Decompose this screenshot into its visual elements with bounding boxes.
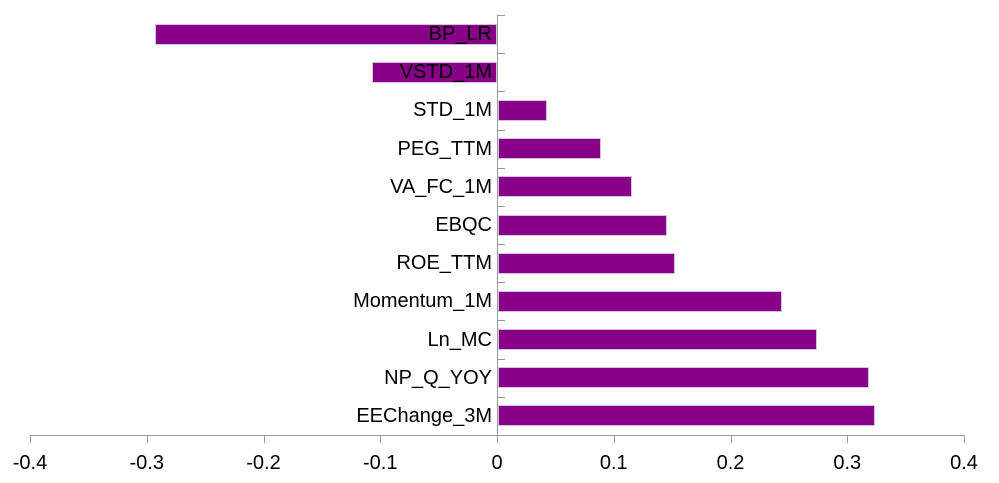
x-axis-tick-label: 0.2 [716, 452, 745, 474]
category-axis-tick [497, 320, 505, 321]
x-axis-tick [147, 435, 148, 443]
category-axis-tick [497, 359, 505, 360]
bar-EEChange_3M [498, 405, 875, 426]
bar-STD_1M [498, 100, 547, 121]
category-label: STD_1M [413, 99, 492, 121]
x-axis-tick-label: 0.4 [950, 452, 978, 474]
category-axis-tick [497, 282, 505, 283]
category-label: BP_LR [428, 23, 492, 45]
category-axis-tick [497, 206, 505, 207]
category-label: EEChange_3M [356, 405, 492, 427]
bar-VA_FC_1M [498, 176, 632, 197]
bar-Momentum_1M [498, 291, 782, 312]
x-axis-tick [264, 435, 265, 443]
category-axis-tick [497, 130, 505, 131]
category-axis-tick [497, 397, 505, 398]
category-label: Momentum_1M [353, 290, 492, 312]
category-label: Ln_MC [427, 329, 492, 351]
category-label: PEG_TTM [397, 138, 492, 160]
x-axis-tick-label: -0.1 [363, 452, 398, 474]
x-axis-tick-label: 0.3 [833, 452, 862, 474]
category-axis-tick [497, 53, 505, 54]
category-axis-tick [497, 91, 505, 92]
x-axis-tick [30, 435, 31, 443]
bar-BP_LR [155, 24, 497, 45]
category-label: NP_Q_YOY [384, 367, 492, 389]
x-axis-tick-label: 0.1 [599, 452, 628, 474]
x-axis-tick [847, 435, 848, 443]
bar-ROE_TTM [498, 253, 675, 274]
x-axis-tick [964, 435, 965, 443]
x-axis-tick [614, 435, 615, 443]
y-axis-zero-line [497, 15, 498, 435]
x-axis-tick-label: -0.2 [246, 452, 281, 474]
x-axis-tick-label: 0 [491, 452, 503, 474]
bar-Ln_MC [498, 329, 817, 350]
bar-PEG_TTM [498, 138, 601, 159]
category-axis-tick [497, 244, 505, 245]
x-axis-tick [497, 435, 498, 443]
x-axis-tick-label: -0.3 [129, 452, 164, 474]
x-axis-tick [380, 435, 381, 443]
category-axis-tick [497, 168, 505, 169]
category-label: ROE_TTM [396, 252, 492, 274]
x-axis-tick-label: -0.4 [12, 452, 48, 474]
bar-NP_Q_YOY [498, 367, 869, 388]
category-label: VA_FC_1M [390, 176, 492, 198]
category-label: VSTD_1M [399, 61, 492, 83]
category-label: EBQC [435, 214, 492, 236]
bar-EBQC [498, 215, 667, 236]
bar-VSTD_1M [372, 62, 497, 83]
x-axis-tick [731, 435, 732, 443]
category-axis-tick [497, 15, 505, 16]
